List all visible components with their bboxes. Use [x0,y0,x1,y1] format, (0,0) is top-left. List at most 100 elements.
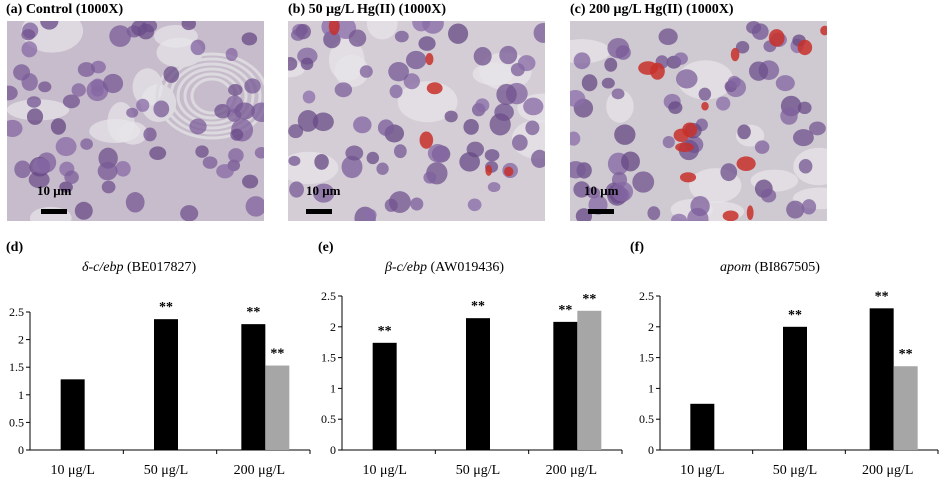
panel-c-label: (c) 200 μg/L Hg(II) (1000X) [570,2,734,17]
bar [265,365,290,450]
cell-nucleus [496,83,517,106]
tissue-fiber [162,57,262,135]
tissue-patch [606,89,634,123]
tissue-patch [366,21,398,40]
cell-nucleus [216,164,234,179]
scale-bar-label: 10 μm [584,183,619,198]
cell-nucleus [798,158,813,174]
chart-f-gene: apom [720,260,752,275]
bar [553,321,578,450]
cell-nucleus [86,79,109,102]
cell-nucleus [761,188,777,203]
cell-nucleus [427,143,448,163]
y-tick-label: 1 [18,388,24,402]
cell-nucleus [423,171,437,184]
cell-nucleus [228,83,243,96]
cell-nucleus [473,47,492,66]
cell-nucleus [126,107,139,118]
y-tick-label: 1.5 [639,351,654,365]
cell-nucleus [809,121,826,136]
cell-nucleus [751,23,769,40]
y-tick-label: 2.5 [9,305,24,319]
cell-nucleus [7,119,23,137]
bar [154,319,178,450]
chart-e-id: (AW019436) [426,260,504,275]
cell-nucleus [137,23,155,40]
cell-nucleus [125,192,145,213]
bar [466,318,490,450]
y-tick-label: 2.5 [639,289,654,303]
cell-nucleus [97,161,118,181]
cell-nucleus [376,162,389,175]
cell-nucleus [517,55,536,72]
cell-nucleus [647,206,661,221]
scale-bar-label: 10 μm [37,183,72,198]
y-tick-label: 2 [330,320,336,334]
cell-nucleus [102,73,124,94]
cell-nucleus [575,208,593,221]
scale-bar [306,209,332,214]
bar [783,326,807,450]
cell-nucleus [288,57,298,71]
micrograph-50: 10 μm [288,21,545,221]
cell-nucleus [288,155,301,167]
cell-nucleus [487,181,501,193]
cell-nucleus [202,156,218,169]
cell-nucleus [754,140,770,154]
cell-nucleus [499,45,518,65]
chart-f-id: (BI867505) [751,260,820,275]
scale-bar [588,209,614,214]
cell-nucleus [418,36,436,51]
cell-nucleus [393,144,407,159]
tissue-patch [132,68,163,106]
cell-nucleus [484,149,500,162]
lipid-droplet [797,39,813,56]
bar [869,308,894,450]
cell-nucleus [632,171,655,193]
tissue-patch [677,60,734,100]
cell-nucleus [245,196,264,217]
cell-nucleus [32,157,51,174]
cell-nucleus [658,28,678,46]
y-tick-label: 0 [330,443,336,457]
cell-nucleus [300,57,314,70]
lipid-droplet [425,52,434,66]
cell-nucleus [366,151,380,165]
cell-nucleus [570,161,586,179]
cell-nucleus [489,113,511,136]
panel-f-label: (f) [630,240,644,255]
cell-nucleus [671,213,688,221]
cell-nucleus [242,174,259,189]
cell-nucleus [153,100,170,118]
x-tick-label: 50 μg/L [144,463,188,478]
panel-a-label: (a) Control (1000X) [6,2,124,17]
x-tick-label: 10 μg/L [680,463,724,478]
significance-label: ** [378,324,392,339]
cell-nucleus [611,88,625,100]
cell-nucleus [727,75,741,89]
cell-nucleus [377,119,395,136]
cell-nucleus [716,96,731,111]
cell-nucleus [570,90,586,107]
cell-nucleus [26,108,44,125]
lipid-droplet [504,166,514,177]
y-tick-label: 2 [648,320,654,334]
tissue-fiber [169,62,255,130]
bar [690,403,715,450]
chart-d-id: (BE017827) [123,260,197,275]
x-tick-label: 10 μg/L [362,463,406,478]
cell-nucleus [143,127,157,142]
lipid-droplet [485,164,493,176]
cell-nucleus [288,124,304,139]
cell-nucleus [720,163,738,182]
cell-nucleus [101,180,116,194]
x-tick-label: 50 μg/L [456,463,500,478]
micrograph-control: 10 μm [7,21,264,221]
cell-nucleus [463,118,479,135]
y-tick-label: 1.5 [321,351,336,365]
cell-nucleus [607,38,630,59]
chart-e: 0 0.5 1 1.5 2 2.5 10 μg/L ** 50 μg/L ** 200 μg/L **… [312,284,628,489]
cell-nucleus [214,104,231,119]
cell-nucleus [448,23,469,44]
cell-nucleus [601,77,615,89]
